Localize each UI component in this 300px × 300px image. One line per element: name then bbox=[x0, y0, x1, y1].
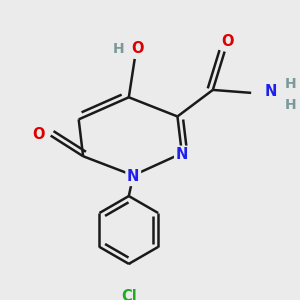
Text: O: O bbox=[131, 41, 144, 56]
Text: N: N bbox=[176, 147, 188, 162]
Text: H: H bbox=[285, 77, 297, 91]
Text: O: O bbox=[33, 127, 45, 142]
Text: N: N bbox=[264, 84, 277, 99]
Text: O: O bbox=[221, 34, 234, 49]
Text: H: H bbox=[285, 98, 297, 112]
Text: H: H bbox=[113, 42, 124, 56]
Text: N: N bbox=[127, 169, 140, 184]
Text: Cl: Cl bbox=[121, 289, 137, 300]
